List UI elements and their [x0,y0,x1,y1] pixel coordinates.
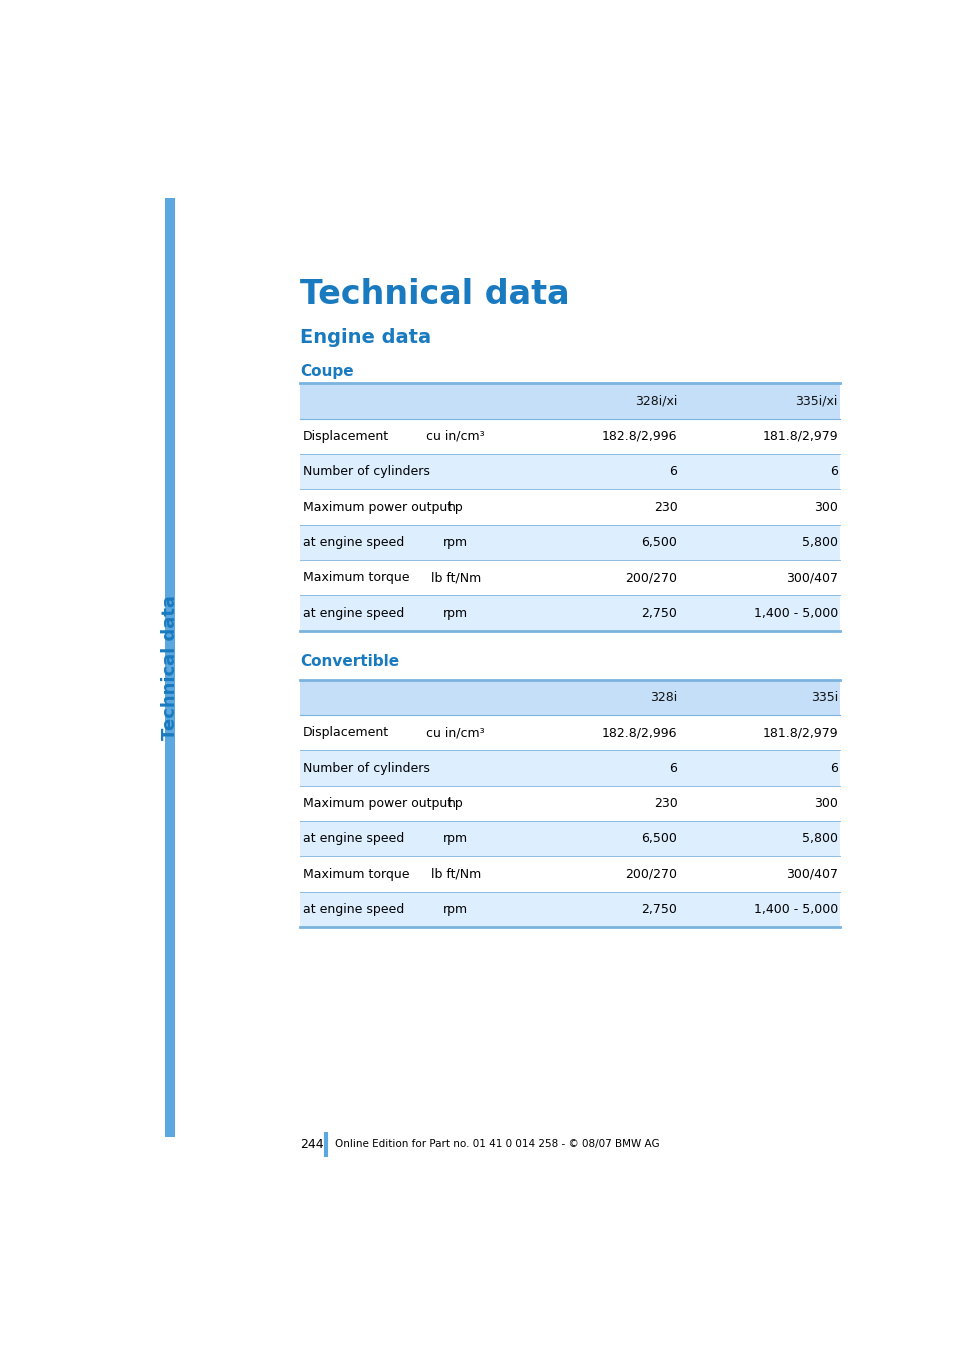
Text: Maximum power output: Maximum power output [302,796,452,810]
Text: 1,400 - 5,000: 1,400 - 5,000 [753,903,837,915]
Text: rpm: rpm [442,832,468,845]
Text: rpm: rpm [442,606,468,620]
FancyBboxPatch shape [300,751,840,786]
Text: 300/407: 300/407 [785,868,837,880]
FancyBboxPatch shape [300,679,840,716]
Text: 6: 6 [829,466,837,478]
Text: 328i/xi: 328i/xi [635,394,677,408]
FancyBboxPatch shape [300,525,840,560]
Text: 6: 6 [669,466,677,478]
Text: Maximum power output: Maximum power output [302,501,452,513]
FancyBboxPatch shape [300,892,840,927]
FancyBboxPatch shape [300,560,840,595]
Text: 300: 300 [813,796,837,810]
FancyBboxPatch shape [300,856,840,892]
Text: 6,500: 6,500 [641,536,677,549]
Text: 300: 300 [813,501,837,513]
Text: Engine data: Engine data [300,328,431,347]
Text: Technical data: Technical data [161,595,179,740]
Text: 5,800: 5,800 [801,536,837,549]
Text: 6,500: 6,500 [641,832,677,845]
Text: 182.8/2,996: 182.8/2,996 [601,429,677,443]
FancyBboxPatch shape [300,786,840,821]
Text: 200/270: 200/270 [625,868,677,880]
Text: 182.8/2,996: 182.8/2,996 [601,726,677,740]
Text: Coupe: Coupe [300,363,354,378]
Text: 300/407: 300/407 [785,571,837,585]
Text: Maximum torque: Maximum torque [302,571,409,585]
Text: 230: 230 [653,796,677,810]
FancyBboxPatch shape [300,716,840,751]
Text: Convertible: Convertible [300,653,399,668]
FancyBboxPatch shape [300,454,840,490]
Text: 181.8/2,979: 181.8/2,979 [761,726,837,740]
Text: at engine speed: at engine speed [302,832,403,845]
Text: cu in/cm³: cu in/cm³ [426,429,484,443]
Text: 6: 6 [829,761,837,775]
FancyBboxPatch shape [300,595,840,630]
Text: Number of cylinders: Number of cylinders [302,761,429,775]
FancyBboxPatch shape [300,418,840,454]
Text: cu in/cm³: cu in/cm³ [426,726,484,740]
Text: hp: hp [447,501,463,513]
FancyBboxPatch shape [165,198,174,1137]
Text: 200/270: 200/270 [625,571,677,585]
Text: Technical data: Technical data [300,278,570,312]
Text: at engine speed: at engine speed [302,536,403,549]
Text: Maximum torque: Maximum torque [302,868,409,880]
Text: 328i: 328i [650,691,677,703]
Text: 6: 6 [669,761,677,775]
Text: rpm: rpm [442,903,468,915]
Text: 244: 244 [300,1138,324,1150]
Text: lb ft/Nm: lb ft/Nm [430,868,480,880]
Text: 5,800: 5,800 [801,832,837,845]
Text: rpm: rpm [442,536,468,549]
Text: 2,750: 2,750 [641,903,677,915]
FancyBboxPatch shape [300,383,840,418]
Text: 335i/xi: 335i/xi [795,394,837,408]
Text: 335i: 335i [810,691,837,703]
Text: Displacement: Displacement [302,429,388,443]
Text: hp: hp [447,796,463,810]
Text: 230: 230 [653,501,677,513]
Text: 181.8/2,979: 181.8/2,979 [761,429,837,443]
Text: Number of cylinders: Number of cylinders [302,466,429,478]
FancyBboxPatch shape [300,490,840,525]
Text: Online Edition for Part no. 01 41 0 014 258 - © 08/07 BMW AG: Online Edition for Part no. 01 41 0 014 … [335,1139,659,1149]
Text: at engine speed: at engine speed [302,606,403,620]
Text: 2,750: 2,750 [641,606,677,620]
FancyBboxPatch shape [300,821,840,856]
Text: lb ft/Nm: lb ft/Nm [430,571,480,585]
Text: at engine speed: at engine speed [302,903,403,915]
Text: Displacement: Displacement [302,726,388,740]
Text: 1,400 - 5,000: 1,400 - 5,000 [753,606,837,620]
